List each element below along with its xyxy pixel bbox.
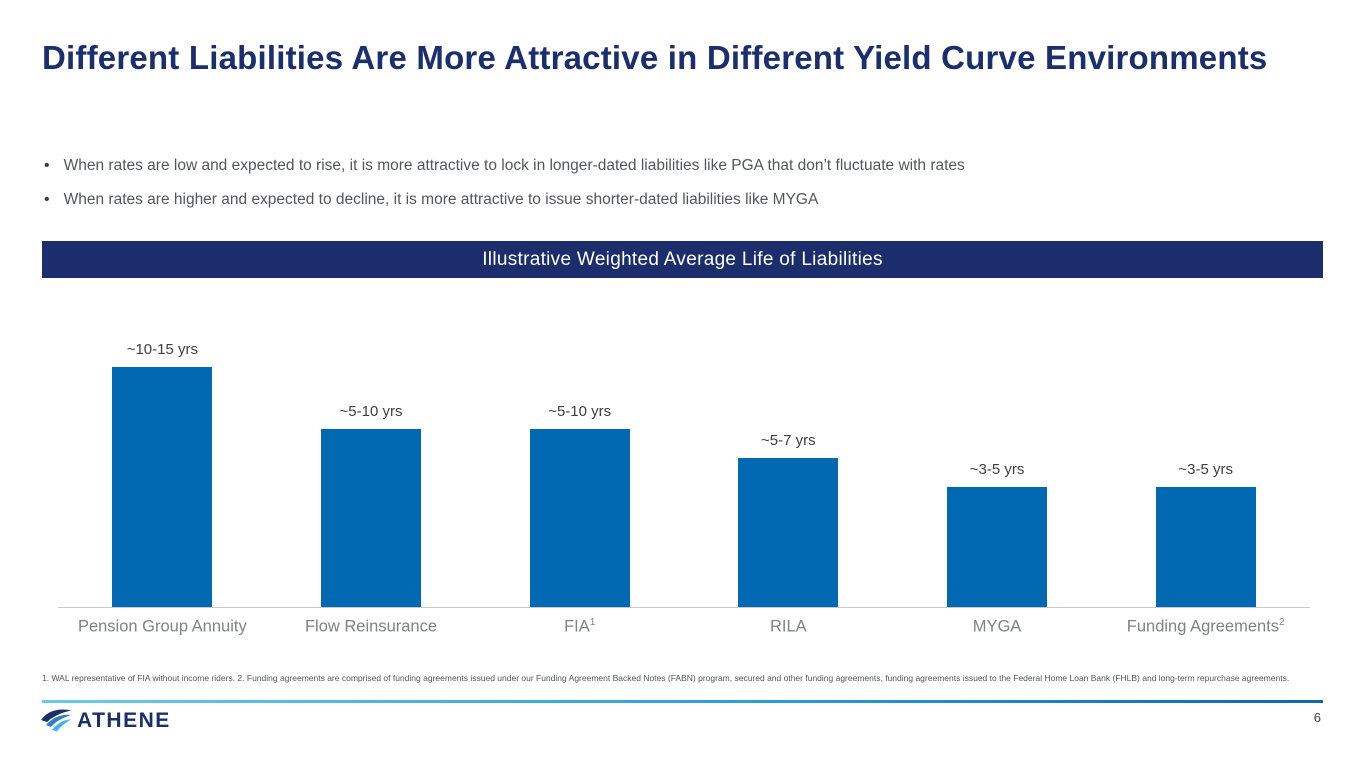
bullet-dot-icon: • <box>44 157 50 174</box>
bar-column-pension-group-annuity: ~10-15 yrs <box>58 341 267 607</box>
bar-value-label: ~5-10 yrs <box>548 403 612 420</box>
footer-divider-line <box>42 700 1323 703</box>
category-superscript: 2 <box>1279 617 1285 628</box>
slide-title: Different Liabilities Are More Attractiv… <box>42 39 1268 76</box>
bar <box>947 487 1048 607</box>
chart-title-banner: Illustrative Weighted Average Life of Li… <box>42 241 1323 278</box>
bullet-dot-icon: • <box>44 191 50 208</box>
category-label-fia: FIA1 <box>475 608 684 637</box>
bar-column-myga: ~3-5 yrs <box>893 461 1102 607</box>
category-label-pension-group-annuity: Pension Group Annuity <box>58 608 267 637</box>
bullet-text: When rates are low and expected to rise,… <box>63 157 965 174</box>
bar-value-label: ~5-7 yrs <box>761 432 816 449</box>
bar-column-fia: ~5-10 yrs <box>475 403 684 607</box>
category-text: Funding Agreements <box>1126 617 1280 636</box>
category-superscript: 1 <box>589 617 596 628</box>
bullet-item: • When rates are low and expected to ris… <box>44 156 1314 176</box>
bar <box>112 367 213 607</box>
bar-column-funding-agreements: ~3-5 yrs <box>1101 461 1310 607</box>
feather-icon <box>40 708 77 734</box>
athene-logo: ATHENE <box>40 708 171 734</box>
bar-value-label: ~10-15 yrs <box>126 341 198 358</box>
bar-value-label: ~5-10 yrs <box>339 403 403 420</box>
category-label-funding-agreements: Funding Agreements2 <box>1101 608 1310 637</box>
bar <box>529 429 630 607</box>
bar-column-flow-reinsurance: ~5-10 yrs <box>267 403 476 607</box>
category-label-myga: MYGA <box>893 608 1102 637</box>
bar-column-rila: ~5-7 yrs <box>684 432 893 607</box>
category-text: RILA <box>770 617 807 636</box>
bar <box>1155 487 1256 607</box>
bullet-item: • When rates are higher and expected to … <box>44 190 1314 210</box>
bar <box>321 429 421 607</box>
category-label-rila: RILA <box>684 608 893 637</box>
bar-value-label: ~3-5 yrs <box>1178 461 1233 478</box>
chart-category-axis: Pension Group Annuity Flow Reinsurance F… <box>58 608 1310 637</box>
category-text: FIA <box>564 617 590 636</box>
bar <box>738 458 839 607</box>
bar-value-label: ~3-5 yrs <box>969 461 1025 478</box>
chart-plot-area: ~10-15 yrs ~5-10 yrs ~5-10 yrs ~5-7 yrs … <box>58 308 1310 608</box>
bullet-text: When rates are higher and expected to de… <box>63 191 819 208</box>
category-text: Pension Group Annuity <box>77 617 247 636</box>
footnote: 1. WAL representative of FIA without inc… <box>42 673 1290 683</box>
page-number: 6 <box>1313 710 1321 725</box>
category-label-flow-reinsurance: Flow Reinsurance <box>267 608 476 637</box>
bullet-list: • When rates are low and expected to ris… <box>44 156 1314 224</box>
brand-wordmark: ATHENE <box>77 709 171 732</box>
category-text: Flow Reinsurance <box>304 617 438 636</box>
category-text: MYGA <box>972 617 1022 636</box>
bar-chart: ~10-15 yrs ~5-10 yrs ~5-10 yrs ~5-7 yrs … <box>58 308 1310 637</box>
